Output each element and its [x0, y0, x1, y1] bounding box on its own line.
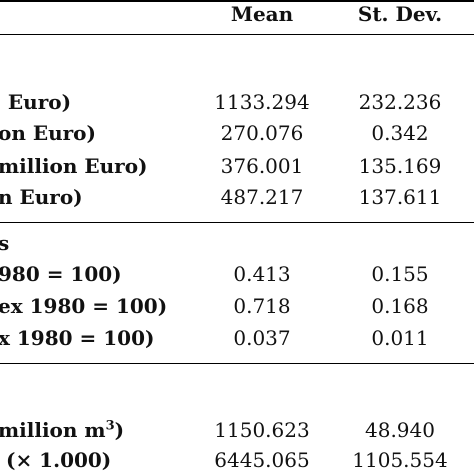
row-mean: 1133.294 — [214, 90, 310, 114]
row-sd: 232.236 — [358, 90, 442, 114]
row-label: x 1980 = 100) — [0, 326, 155, 350]
row-label: million m3) — [0, 418, 125, 442]
header-sd: St. Dev. — [357, 2, 443, 26]
row-mean: 487.217 — [220, 185, 304, 209]
row-sd: 135.169 — [358, 154, 442, 178]
row-label: million Euro) — [0, 154, 148, 178]
row-mean: 6445.065 — [214, 448, 310, 472]
row-sd: 0.342 — [371, 121, 429, 145]
row-label: ex 1980 = 100) — [0, 294, 168, 318]
row-sd: 1105.554 — [352, 448, 448, 472]
row-mean: 0.413 — [233, 262, 291, 286]
header-mean: Mean — [230, 2, 294, 26]
section-rule — [0, 363, 474, 364]
row-label: . Euro) — [0, 90, 72, 114]
row-mean: 376.001 — [220, 154, 304, 178]
row-label: (× 1.000) — [6, 448, 112, 472]
row-sd: 48.940 — [365, 418, 435, 442]
row-mean: 1150.623 — [214, 418, 310, 442]
section-rule — [0, 222, 474, 223]
row-sd: 0.168 — [371, 294, 429, 318]
row-sd: 0.155 — [371, 262, 429, 286]
row-sd: 137.611 — [358, 185, 442, 209]
row-mean: 0.718 — [233, 294, 291, 318]
header-rule — [0, 34, 474, 35]
section-label: s — [0, 231, 10, 255]
row-label: on Euro) — [0, 121, 96, 145]
row-sd: 0.011 — [371, 326, 429, 350]
row-label: 980 = 100) — [0, 262, 122, 286]
top-rule — [0, 0, 474, 2]
row-mean: 270.076 — [220, 121, 304, 145]
row-mean: 0.037 — [233, 326, 291, 350]
row-label: n Euro) — [0, 185, 83, 209]
